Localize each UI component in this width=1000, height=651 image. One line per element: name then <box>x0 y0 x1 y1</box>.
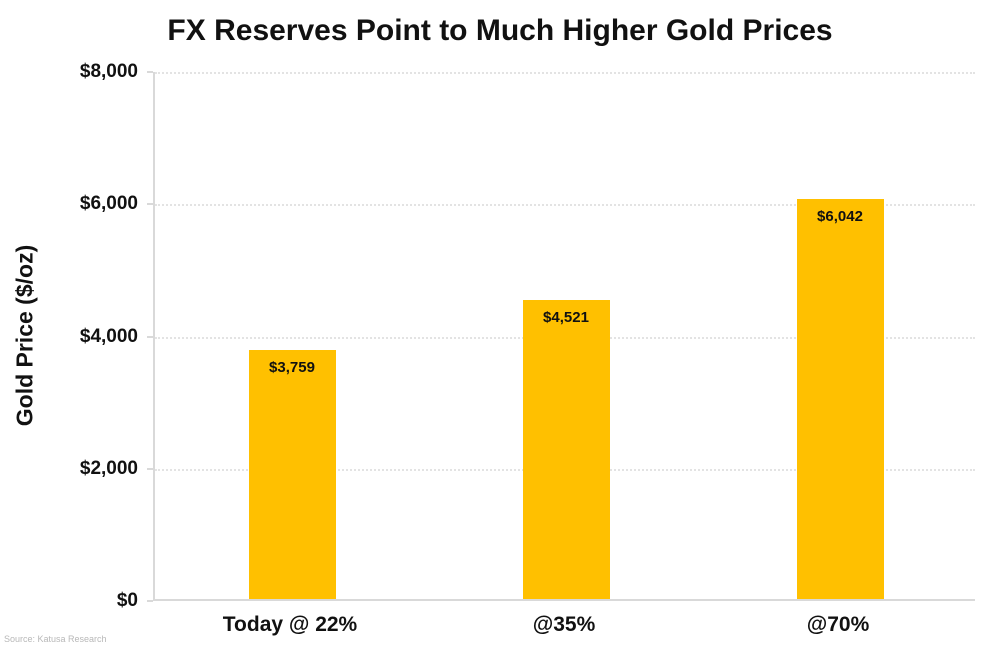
bar-3: $6,042 <box>796 199 884 599</box>
y-tick-mark <box>147 335 153 338</box>
y-tick-mark <box>147 71 153 73</box>
gridline-8000 <box>155 72 975 74</box>
x-tick-label: Today @ 22% <box>222 613 358 636</box>
y-tick-mark <box>147 600 153 602</box>
source-note: Source: Katusa Research * As of 26th Sep… <box>4 634 119 651</box>
bar-value-label: $6,042 <box>817 208 863 226</box>
bar-value-label: $4,521 <box>543 309 589 327</box>
y-tick-label: $6,000 <box>79 193 138 215</box>
y-tick-mark <box>147 203 153 206</box>
y-tick-label: $0 <box>116 590 138 611</box>
y-tick-label: $4,000 <box>79 325 138 347</box>
source-line-1: Source: Katusa Research <box>4 634 107 644</box>
gridline-6000 <box>155 204 975 207</box>
y-tick-label: $8,000 <box>79 61 138 82</box>
bar-1: $3,759 <box>248 350 336 599</box>
bar-2: $4,521 <box>522 300 610 599</box>
bar-value-label: $3,759 <box>269 359 315 377</box>
y-tick-label: $2,000 <box>79 457 138 479</box>
plot-area: $3,759 $4,521 $6,042 <box>153 72 975 601</box>
chart-title: FX Reserves Point to Much Higher Gold Pr… <box>167 14 833 47</box>
x-tick-label: @70% <box>806 613 870 636</box>
y-tick-mark <box>147 467 153 470</box>
x-tick-label: @35% <box>532 613 596 636</box>
